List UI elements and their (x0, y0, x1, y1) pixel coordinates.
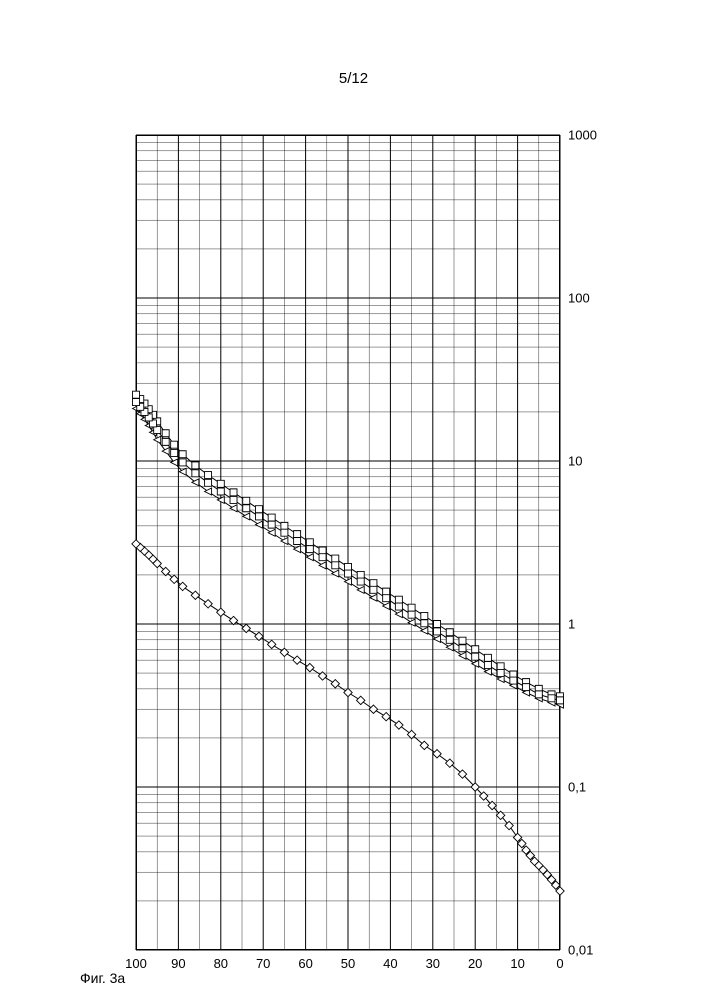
x-tick-label: 60 (298, 956, 312, 971)
x-tick-label: 80 (214, 956, 228, 971)
x-tick-label: 10 (510, 956, 524, 971)
x-tick-label: 30 (426, 956, 440, 971)
y-tick-label: 0,1 (568, 780, 586, 795)
y-tick-label: 100 (568, 291, 590, 306)
y-tick-label: 1 (568, 617, 575, 632)
y-tick-label: 1000 (568, 128, 597, 143)
chart (136, 135, 560, 950)
page: 5/12 Фиг. 3а 0 10 20 30 40 50 60 70 80 90 100 0,01 0… (0, 0, 707, 1000)
x-tick-label: 100 (125, 956, 147, 971)
x-tick-label: 90 (171, 956, 185, 971)
y-tick-label: 10 (568, 454, 582, 469)
x-tick-label: 0 (556, 956, 563, 971)
y-tick-label: 0,01 (568, 943, 593, 958)
figure-label: Фиг. 3а (80, 970, 125, 986)
x-tick-label: 50 (341, 956, 355, 971)
x-tick-label: 20 (468, 956, 482, 971)
page-number: 5/12 (0, 70, 707, 87)
x-tick-label: 70 (256, 956, 270, 971)
x-tick-label: 40 (383, 956, 397, 971)
